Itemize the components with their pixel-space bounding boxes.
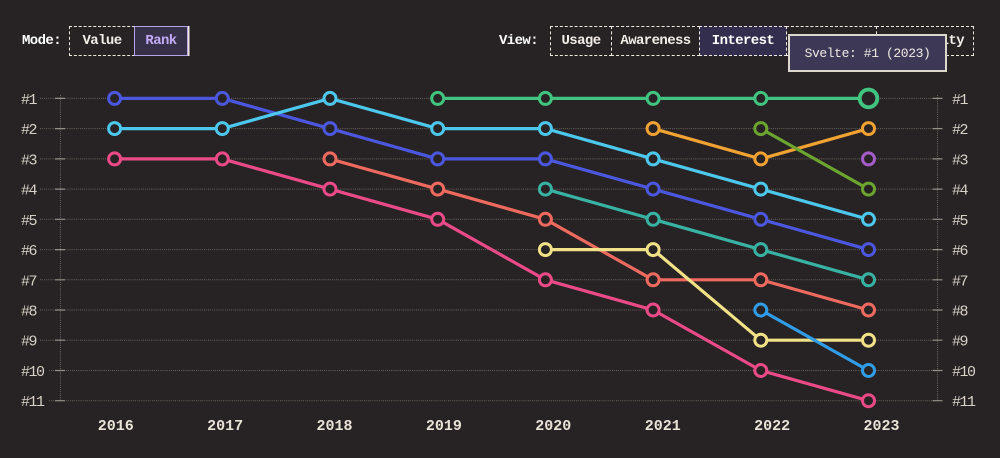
svg-text:2018: 2018 <box>316 418 352 435</box>
svg-text:2021: 2021 <box>645 418 681 435</box>
svg-text:#4: #4 <box>21 183 38 200</box>
svg-text:2023: 2023 <box>863 418 899 435</box>
svg-text:2020: 2020 <box>535 418 571 435</box>
svg-text:#7: #7 <box>21 273 37 290</box>
svg-text:2016: 2016 <box>98 418 134 435</box>
svg-text:2017: 2017 <box>207 418 243 435</box>
svg-text:2022: 2022 <box>754 418 790 435</box>
svg-text:#11: #11 <box>952 394 976 411</box>
svg-text:#6: #6 <box>952 243 969 260</box>
svg-text:#9: #9 <box>952 334 968 351</box>
svg-text:2019: 2019 <box>426 418 462 435</box>
svg-text:#8: #8 <box>21 304 38 321</box>
svg-text:#3: #3 <box>952 152 969 169</box>
svg-text:#9: #9 <box>21 334 37 351</box>
svg-text:#2: #2 <box>952 122 968 139</box>
svg-text:#10: #10 <box>952 364 976 381</box>
svg-text:#10: #10 <box>21 364 45 381</box>
svg-text:#3: #3 <box>21 152 38 169</box>
svg-text:#1: #1 <box>952 92 969 109</box>
svg-text:#1: #1 <box>21 92 38 109</box>
svg-text:#11: #11 <box>21 394 45 411</box>
svg-text:#5: #5 <box>21 213 38 230</box>
svg-text:#7: #7 <box>952 273 968 290</box>
svg-text:#6: #6 <box>21 243 38 260</box>
svg-text:#4: #4 <box>952 183 969 200</box>
svg-text:#8: #8 <box>952 304 969 321</box>
svg-text:#5: #5 <box>952 213 969 230</box>
svg-text:#2: #2 <box>21 122 37 139</box>
